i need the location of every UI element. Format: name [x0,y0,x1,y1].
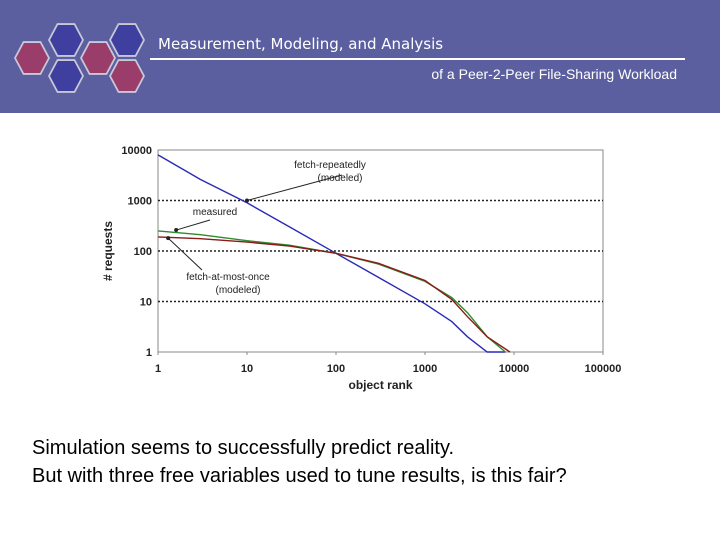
annotation-label: fetch-at-most-once [186,272,270,283]
y-tick-label: 1 [146,347,152,359]
annotation-arrow [176,219,211,231]
annotation-arrowhead [245,198,249,203]
annotation-sublabel: (modeled) [215,285,260,296]
hexagon-icon [109,59,145,93]
annotation-arrow [246,174,343,201]
annotation-label: measured [193,207,237,218]
caption-line-2: But with three free variables used to tu… [32,465,567,487]
hexagon-icon [80,41,116,75]
y-axis-label: # requests [101,221,115,281]
title-divider [150,58,685,60]
hexagon-icon [14,41,50,75]
slide-caption: Simulation seems to successfully predict… [32,434,702,490]
x-tick-label: 10000 [499,363,530,375]
annotation-arrowhead [174,228,179,233]
x-axis-label: object rank [348,378,412,392]
x-tick-label: 100000 [585,363,622,375]
annotation-sublabel: (modeled) [317,173,362,184]
hexagon-logo [10,14,160,104]
annotation-label: fetch-repeatedly [294,160,366,171]
x-tick-label: 1 [155,363,161,375]
y-tick-label: 10 [140,297,152,309]
series-line [157,230,506,353]
hexagon-icon [48,23,84,57]
slide-subtitle: of a Peer-2-Peer File-Sharing Workload [431,66,677,82]
slide-header: Measurement, Modeling, and Analysis of a… [0,0,720,113]
plot-area [157,149,604,353]
hexagon-icon [109,23,145,57]
y-tick-label: 100 [134,246,152,258]
caption-line-1: Simulation seems to successfully predict… [32,437,455,459]
y-tick-label: 10000 [121,145,152,157]
annotation-arrow [167,237,203,271]
x-tick-label: 10 [241,363,253,375]
requests-vs-rank-chart: 1 10 100 1000 10000 1 10 100 1000 10000 100000 obje… [101,145,622,392]
x-tick-label: 1000 [413,363,437,375]
series-line [157,154,506,353]
slide-title: Measurement, Modeling, and Analysis [158,35,444,53]
hexagon-icon [48,59,84,93]
x-tick-label: 100 [327,363,345,375]
series-line [157,236,511,353]
y-tick-label: 1000 [128,196,152,208]
annotation-arrowhead [166,236,171,241]
